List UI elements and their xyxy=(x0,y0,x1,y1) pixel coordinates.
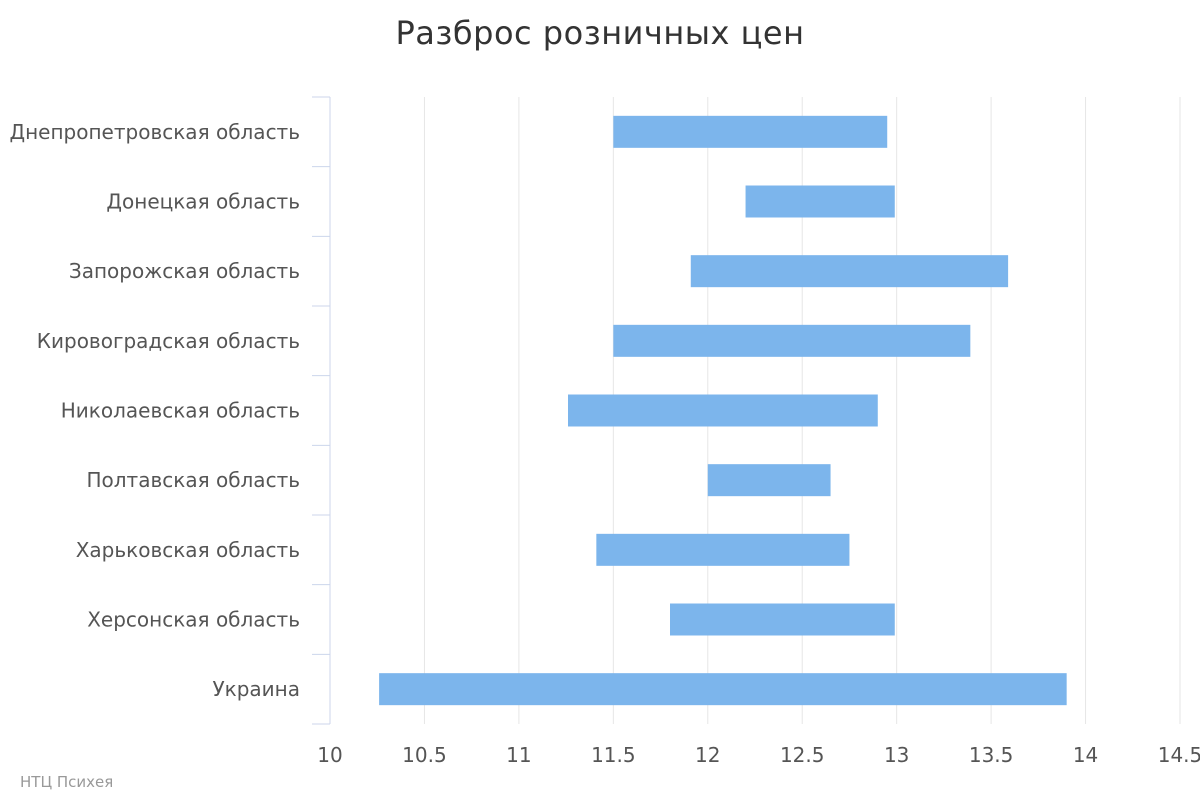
category-label: Запорожская область xyxy=(69,259,300,283)
range-bar[interactable] xyxy=(613,324,971,357)
category-label: Херсонская область xyxy=(87,608,300,632)
range-bar[interactable] xyxy=(707,464,831,497)
range-bar[interactable] xyxy=(670,603,895,636)
category-label: Николаевская область xyxy=(61,399,300,423)
x-tick-label: 12 xyxy=(695,743,720,767)
credits-text[interactable]: НТЦ Психея xyxy=(20,773,114,791)
category-axis xyxy=(312,96,331,725)
x-tick-label: 11.5 xyxy=(591,743,636,767)
range-bar[interactable] xyxy=(690,255,1009,288)
range-bar[interactable] xyxy=(596,533,850,566)
category-label: Полтавская область xyxy=(86,468,300,492)
category-label: Украина xyxy=(212,677,300,701)
x-tick-label: 13.5 xyxy=(969,743,1014,767)
bar-series xyxy=(379,115,1067,706)
range-bar[interactable] xyxy=(379,673,1067,706)
category-label: Харьковская область xyxy=(76,538,300,562)
chart-title: Разброс розничных цен xyxy=(395,14,805,52)
x-tick-label: 14 xyxy=(1073,743,1098,767)
x-tick-label: 14.5 xyxy=(1158,743,1200,767)
category-label: Донецкая область xyxy=(106,190,300,214)
x-tick-label: 10.5 xyxy=(402,743,447,767)
range-bar[interactable] xyxy=(568,394,878,427)
category-label: Кировоградская область xyxy=(37,329,300,353)
range-bar[interactable] xyxy=(613,115,888,148)
x-tick-label: 12.5 xyxy=(780,743,825,767)
x-tick-label: 11 xyxy=(506,743,531,767)
x-tick-label: 10 xyxy=(317,743,342,767)
range-bar[interactable] xyxy=(745,185,895,218)
category-label: Днепропетровская область xyxy=(9,120,300,144)
x-tick-label: 13 xyxy=(884,743,909,767)
axis-labels: 10 10.5 11 11.5 12 12.5 13 13.5 14 14.5 Днепропетр… xyxy=(9,120,1200,767)
